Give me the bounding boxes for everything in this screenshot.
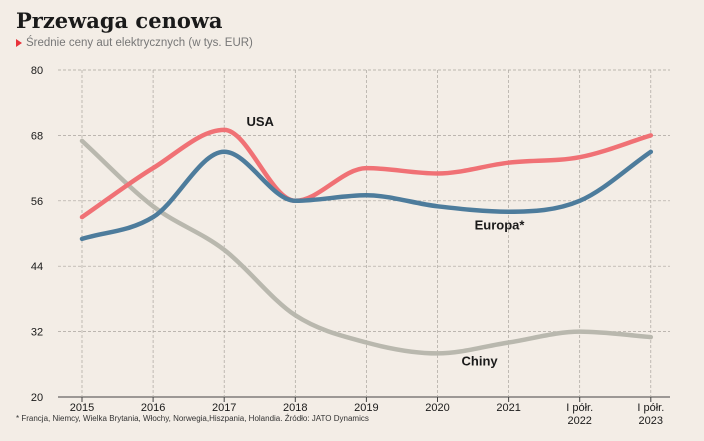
x-tick-label: 2019 <box>354 402 378 414</box>
europa-series-line <box>79 149 654 242</box>
x-tick-label: I półr. <box>566 402 593 414</box>
x-tick-label: 2018 <box>283 402 307 414</box>
y-tick-label: 56 <box>31 196 43 208</box>
x-tick-label: 2022 <box>567 415 591 427</box>
triangle-marker-icon <box>16 39 22 47</box>
chart-subtitle: Średnie ceny aut elektrycznych (w tys. E… <box>16 37 253 49</box>
y-tick-label: 80 <box>31 65 43 77</box>
y-tick-label: 44 <box>31 261 43 273</box>
y-tick-label: 68 <box>31 130 43 142</box>
y-tick-label: 20 <box>31 392 43 404</box>
chiny-series-line <box>79 138 654 356</box>
x-tick-label: 2023 <box>639 415 663 427</box>
x-tick-label: I półr. <box>637 402 664 414</box>
y-tick-label: 32 <box>31 327 43 339</box>
footnote: * Francja, Niemcy, Wielka Brytania, Włoc… <box>16 414 369 423</box>
x-tick-label: 2017 <box>212 402 236 414</box>
chart-title: Przewaga cenowa <box>16 8 223 33</box>
x-tick-label: 2020 <box>425 402 449 414</box>
usa-series-label: USA <box>246 114 274 129</box>
chart-subtitle-text: Średnie ceny aut elektrycznych (w tys. E… <box>26 37 253 49</box>
x-tick-label: 2016 <box>141 402 165 414</box>
x-tick-label: 2021 <box>496 402 520 414</box>
europa-series-label: Europa* <box>475 218 526 233</box>
x-tick-label: 2015 <box>70 402 94 414</box>
usa-series-line <box>79 127 654 220</box>
chiny-series-label: Chiny <box>462 353 499 368</box>
